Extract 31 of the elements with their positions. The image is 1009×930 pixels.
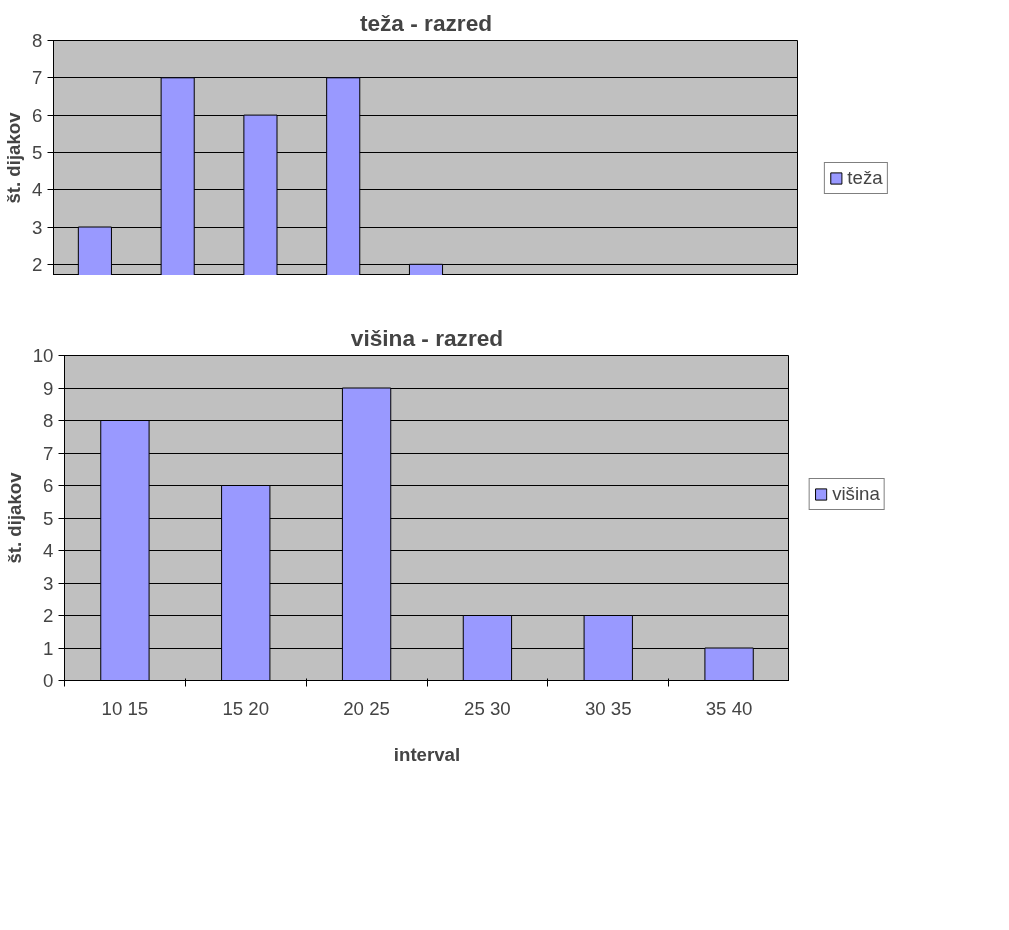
y-tick-label: 6	[43, 475, 54, 496]
y-tick-label: 5	[32, 141, 43, 163]
y-tick-label: 6	[32, 104, 43, 126]
x-axis-title: interval	[393, 743, 461, 765]
legend-label: višina	[832, 483, 880, 505]
chart-title: višina - razred	[350, 324, 504, 351]
y-axis-title: št. dijakov	[3, 471, 25, 564]
x-tick-label: 15 20	[222, 697, 270, 719]
y-tick-label: 5	[43, 507, 54, 529]
x-tick-label: 25 30	[464, 697, 511, 719]
y-tick-label: 1	[43, 637, 54, 659]
y-tick-label: 4	[32, 179, 43, 201]
y-tick-label: 10	[32, 345, 54, 366]
y-tick-label: 2	[43, 605, 54, 626]
x-tick-label: 35 40	[705, 697, 753, 719]
y-tick-label: 3	[32, 216, 43, 238]
y-tick-label: 8	[32, 30, 43, 51]
y-tick-label: 3	[43, 572, 54, 594]
x-tick-label: 20 25	[343, 697, 390, 719]
y-axis-title: št. dijakov	[3, 111, 25, 204]
y-tick-label: 2	[32, 253, 43, 275]
y-tick-label: 0	[43, 670, 54, 691]
y-tick-label: 9	[43, 377, 54, 399]
y-tick-label: 7	[32, 67, 43, 89]
x-tick-label: 10 15	[101, 697, 149, 719]
legend-label: teža	[847, 166, 883, 189]
y-tick-label: 8	[43, 410, 54, 431]
y-tick-label: 4	[43, 540, 54, 561]
x-tick-label: 30 35	[584, 697, 632, 719]
y-tick-label: 7	[43, 442, 54, 464]
chart-title: teža - razred	[359, 9, 493, 36]
